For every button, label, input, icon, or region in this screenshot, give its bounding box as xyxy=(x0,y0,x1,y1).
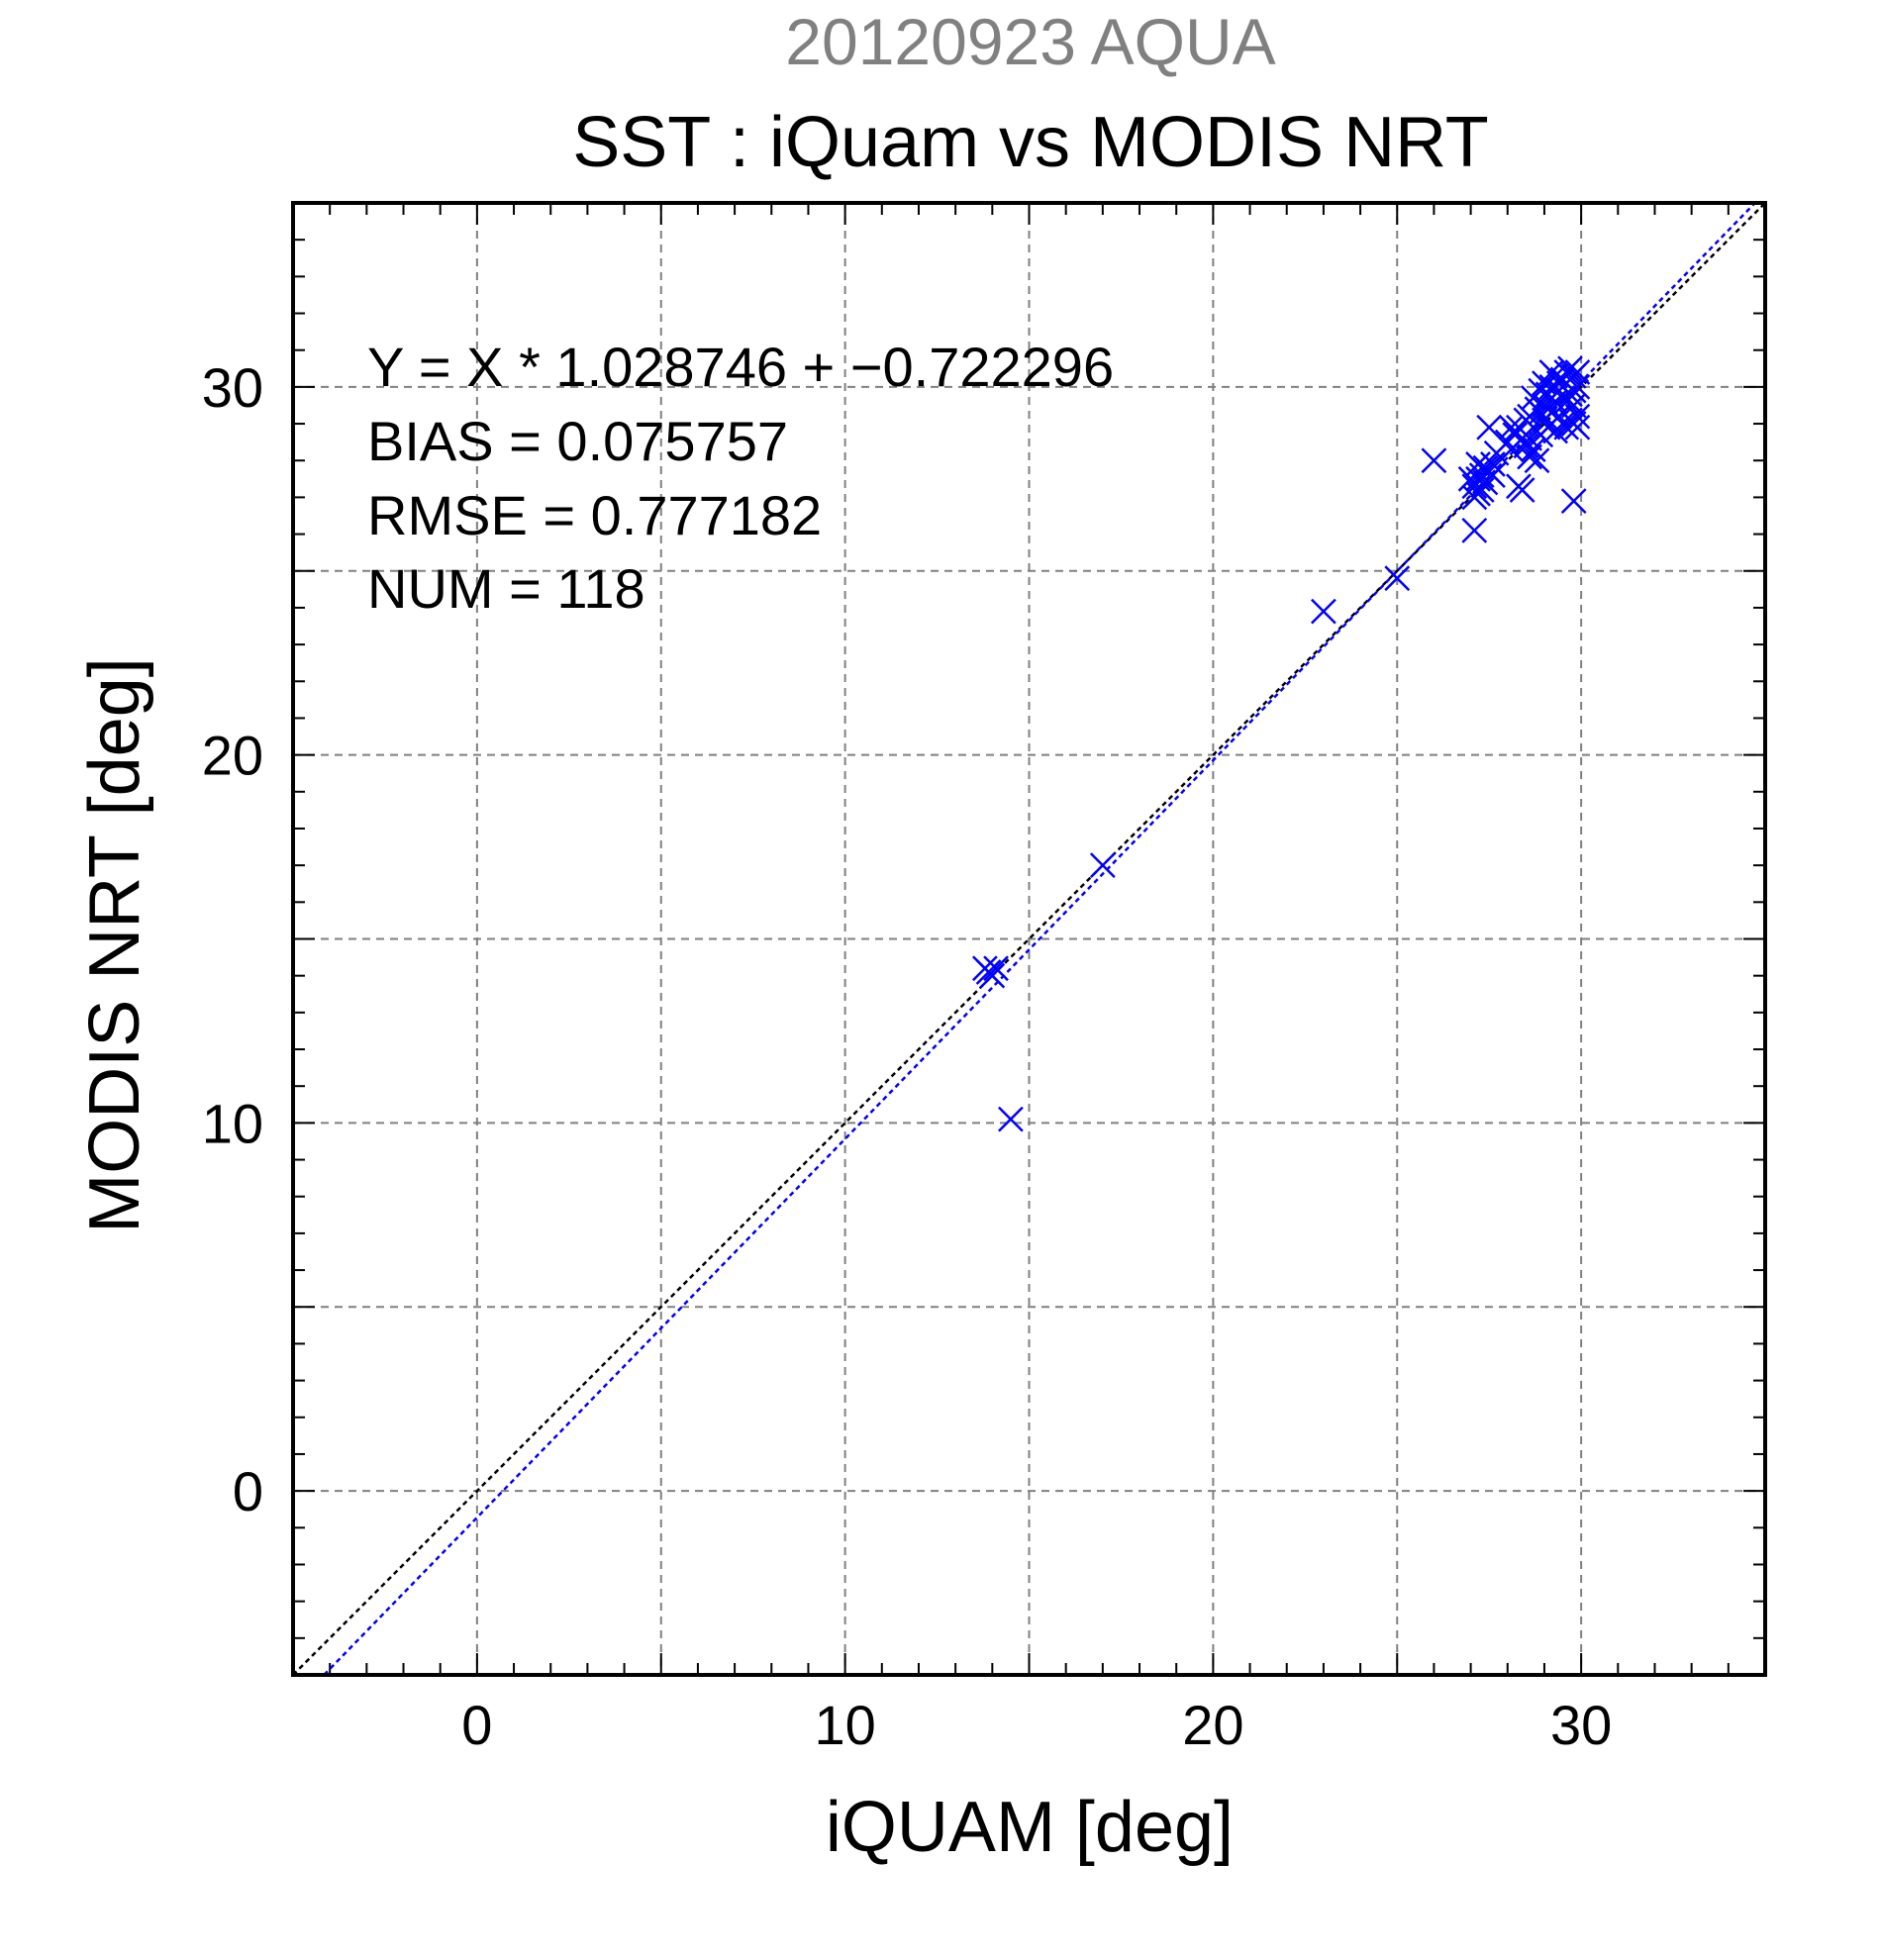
y-tick-label: 10 xyxy=(202,1092,263,1154)
x-axis-label: iQUAM [deg] xyxy=(826,1788,1234,1867)
stats-rmse: RMSE = 0.777182 xyxy=(367,484,822,546)
data-point xyxy=(1549,411,1576,437)
y-tick-label: 30 xyxy=(202,356,263,419)
data-point xyxy=(1476,414,1503,441)
data-point xyxy=(1553,388,1580,415)
data-point xyxy=(1532,370,1557,397)
stats-bias: BIAS = 0.075757 xyxy=(367,410,788,472)
y-axis-label: MODIS NRT [deg] xyxy=(75,657,154,1233)
x-tick-label: 10 xyxy=(814,1694,875,1756)
data-point xyxy=(979,962,1006,989)
y-tick-label: 20 xyxy=(202,725,263,787)
x-tick-label: 20 xyxy=(1182,1694,1243,1756)
chart-title: SST : iQuam vs MODIS NRT xyxy=(572,103,1489,182)
data-point xyxy=(1461,517,1488,543)
plot-frame xyxy=(291,201,1767,1677)
data-point xyxy=(1560,488,1587,515)
data-point xyxy=(1311,598,1336,625)
data-point xyxy=(1498,414,1525,441)
data-point xyxy=(1517,443,1542,470)
data-point xyxy=(1564,359,1591,385)
y-tick-labels: 0 10 20 30 xyxy=(202,356,263,1522)
data-point xyxy=(1560,411,1587,437)
data-point xyxy=(1384,565,1411,592)
data-point xyxy=(998,1106,1024,1132)
data-point xyxy=(1557,355,1583,382)
data-point xyxy=(1513,407,1539,434)
data-point xyxy=(1542,362,1568,389)
stats-regression: Y = X * 1.028746 + −0.722296 xyxy=(367,336,1114,398)
data-point xyxy=(1480,462,1506,488)
y-tick-label: 0 xyxy=(233,1460,263,1522)
data-point xyxy=(1524,447,1550,474)
x-tick-label: 0 xyxy=(461,1694,492,1756)
stats-num: NUM = 118 xyxy=(367,557,645,620)
regression-fit-line xyxy=(322,203,1757,1675)
data-point xyxy=(1089,852,1116,879)
data-point xyxy=(983,955,1009,982)
data-point xyxy=(1465,465,1491,492)
data-point xyxy=(1506,473,1532,500)
data-points xyxy=(972,355,1591,1132)
data-point xyxy=(1421,447,1447,474)
x-tick-labels: 0 10 20 30 xyxy=(461,1694,1612,1756)
chart-supertitle: 20120923 AQUA xyxy=(785,5,1275,78)
grid xyxy=(293,203,1765,1675)
x-tick-label: 30 xyxy=(1550,1694,1612,1756)
